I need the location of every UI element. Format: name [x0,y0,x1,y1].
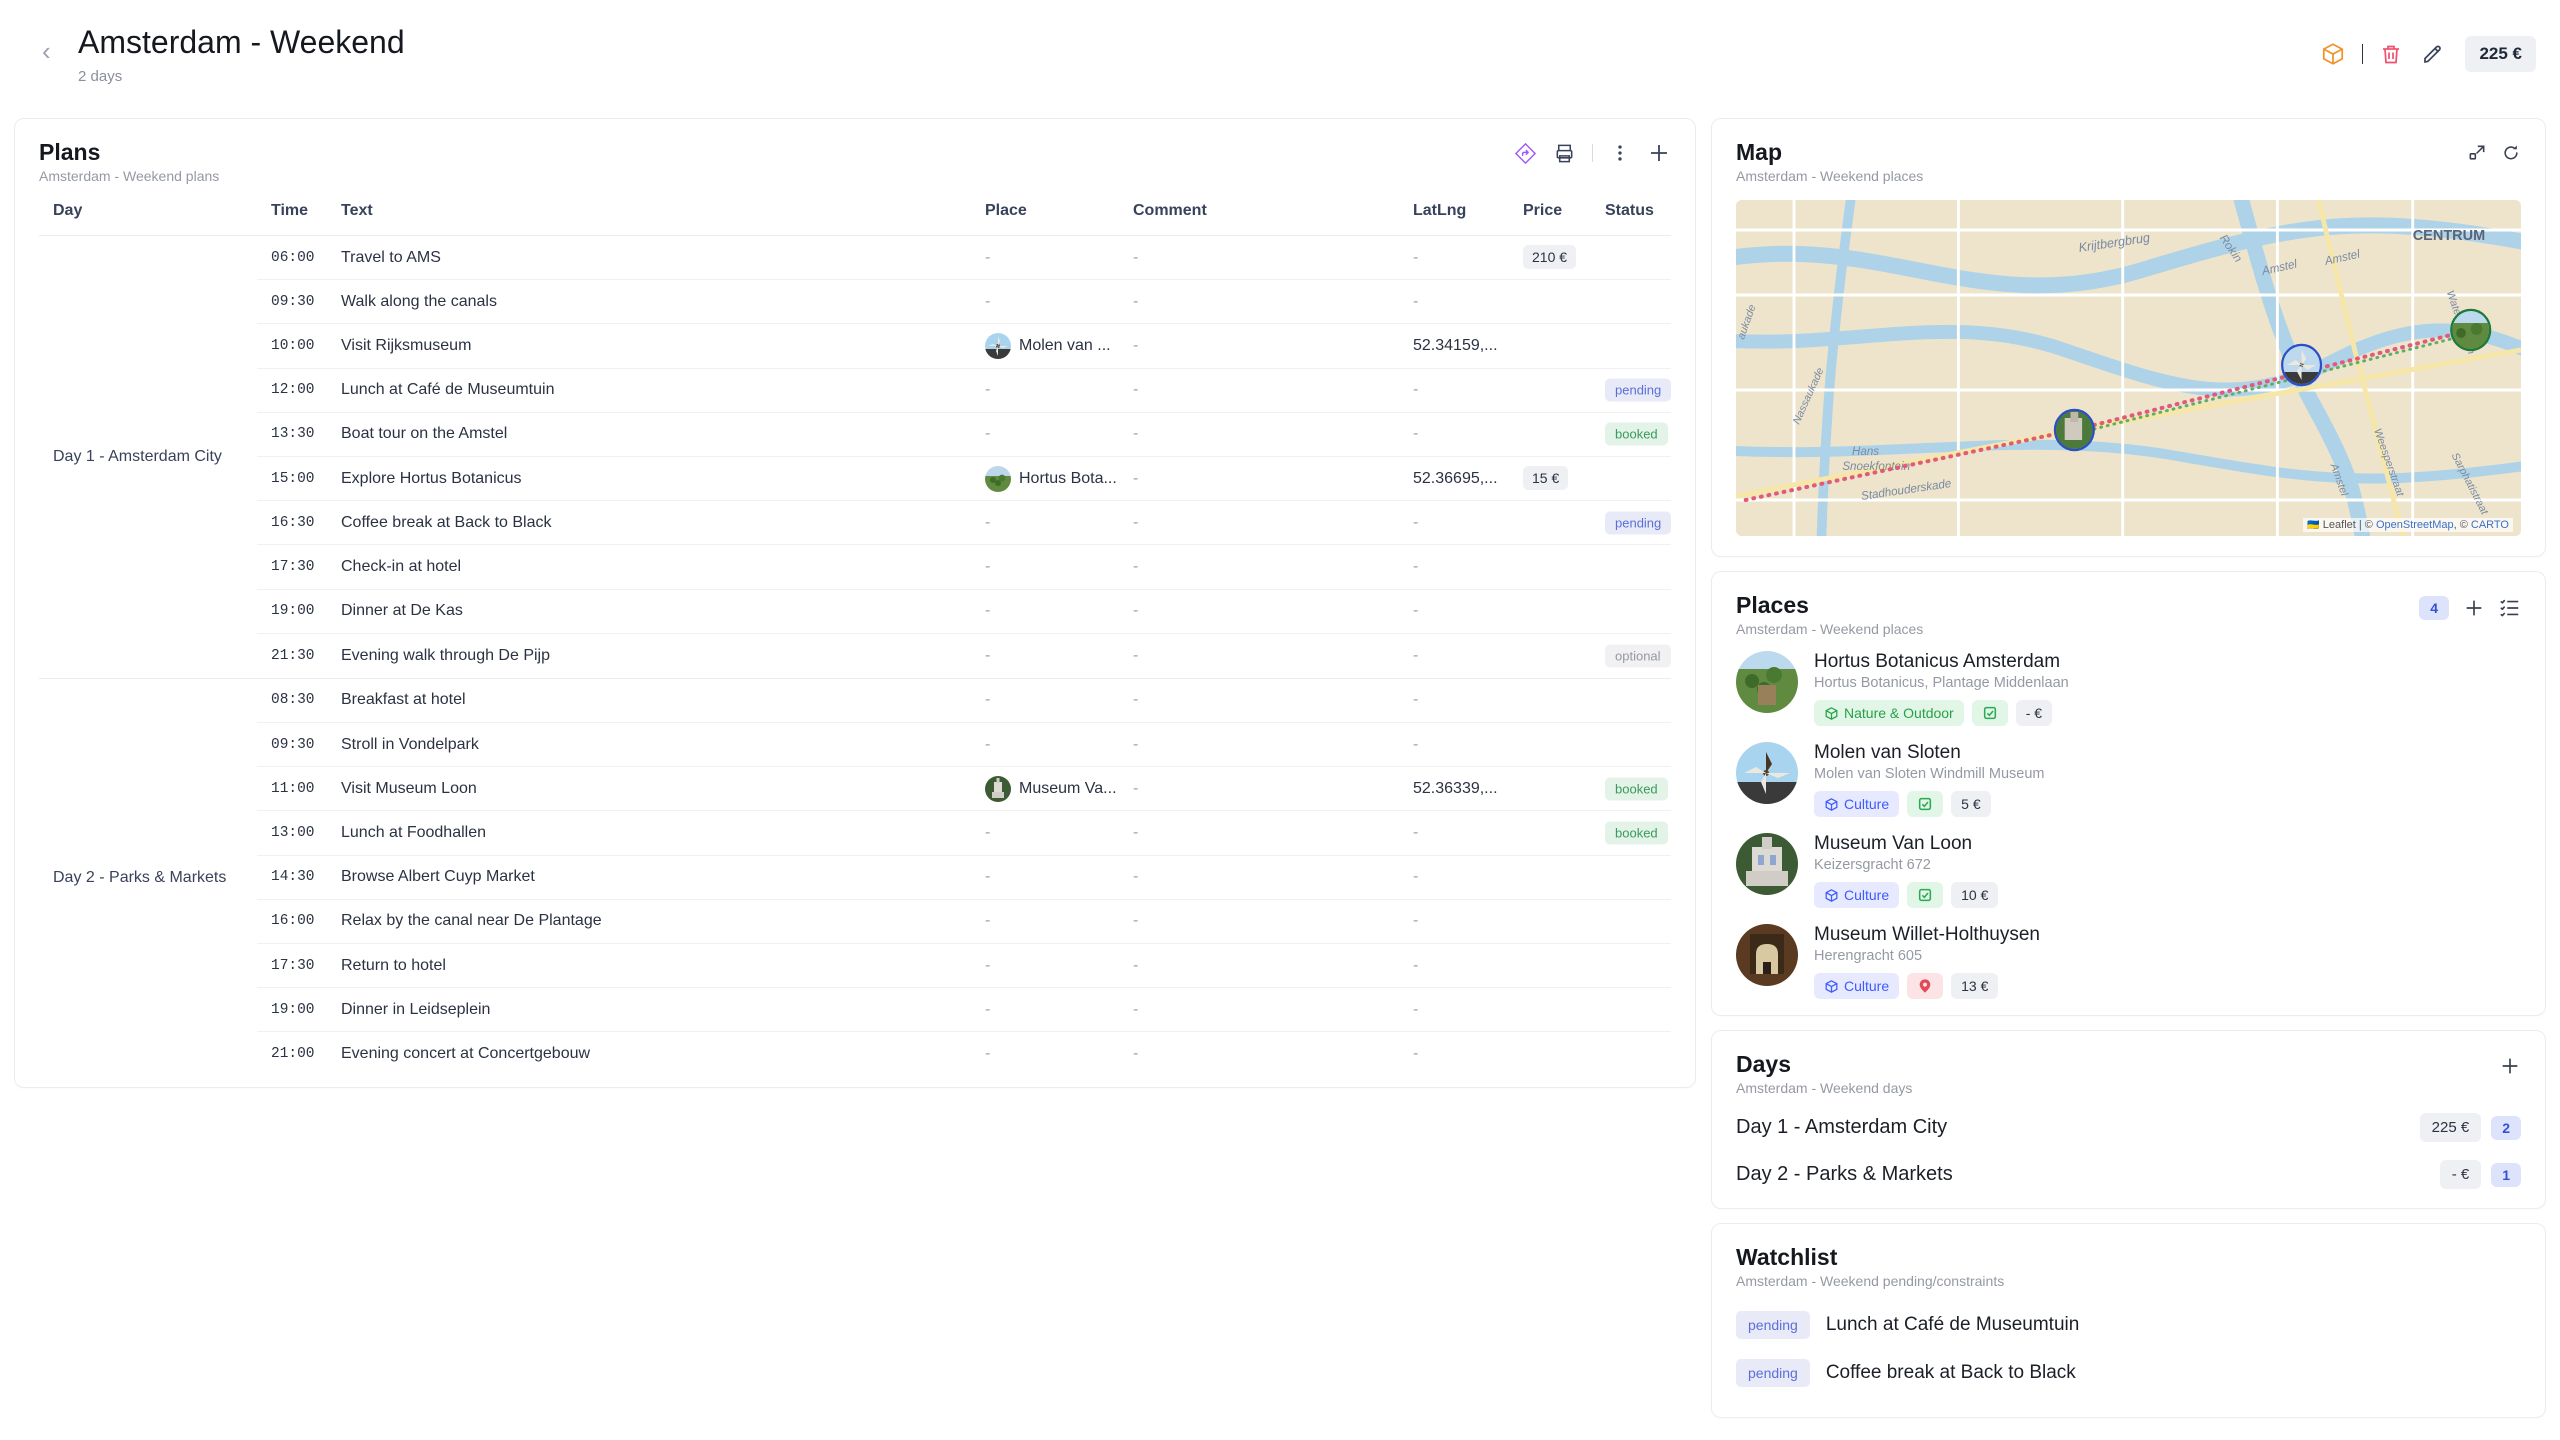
svg-text:Hans: Hans [1852,444,1879,458]
svg-text:CENTRUM: CENTRUM [2413,228,2485,244]
